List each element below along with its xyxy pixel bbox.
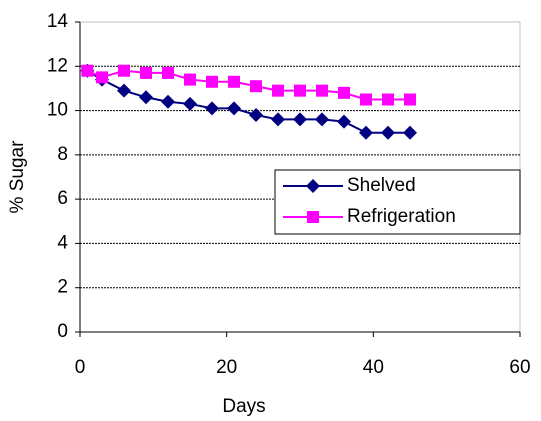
data-point (294, 84, 306, 97)
data-point (118, 64, 130, 77)
data-point (403, 125, 417, 140)
y-tick-label: 8 (57, 144, 68, 165)
data-point (315, 112, 329, 127)
data-point (272, 84, 284, 97)
data-point (140, 66, 152, 79)
data-point (404, 93, 416, 106)
y-axis-label: % Sugar (7, 140, 28, 214)
data-point (183, 96, 197, 111)
data-point (162, 66, 174, 79)
legend (274, 169, 521, 235)
y-tick-label: 12 (47, 55, 68, 76)
y-tick-label: 4 (57, 232, 68, 253)
data-point (337, 114, 351, 129)
data-point (381, 125, 395, 140)
data-point (271, 112, 285, 127)
data-point (117, 83, 131, 98)
data-point (382, 93, 394, 106)
series-line (86, 69, 410, 101)
legend-marker (307, 211, 319, 223)
data-point (139, 90, 153, 105)
x-tick-label: 0 (75, 357, 86, 378)
x-tick-label: 60 (509, 357, 530, 378)
data-point (184, 73, 196, 86)
y-tick-label: 14 (47, 11, 69, 32)
data-point (338, 86, 350, 99)
data-point (161, 94, 175, 109)
data-point (205, 101, 219, 116)
x-axis-label: Days (222, 396, 265, 417)
data-point (293, 112, 307, 127)
y-tick-label: 2 (57, 277, 68, 298)
data-point (227, 101, 241, 116)
data-point (360, 93, 372, 106)
data-point (206, 75, 218, 88)
legend-label: Refrigeration (347, 206, 456, 227)
x-tick-label: 20 (216, 357, 237, 378)
legend-label: Shelved (347, 175, 416, 196)
y-tick-label: 10 (47, 100, 68, 121)
data-point (81, 64, 94, 77)
x-tick-label: 40 (363, 357, 384, 378)
data-point (96, 71, 108, 84)
y-tick-label: 0 (57, 321, 68, 342)
data-point (316, 84, 328, 97)
data-point (359, 125, 373, 140)
data-point (249, 108, 263, 122)
data-point (228, 75, 240, 88)
y-tick-label: 6 (57, 188, 68, 209)
legend-marker (306, 179, 320, 193)
series-line (86, 69, 410, 134)
data-point (250, 80, 262, 93)
